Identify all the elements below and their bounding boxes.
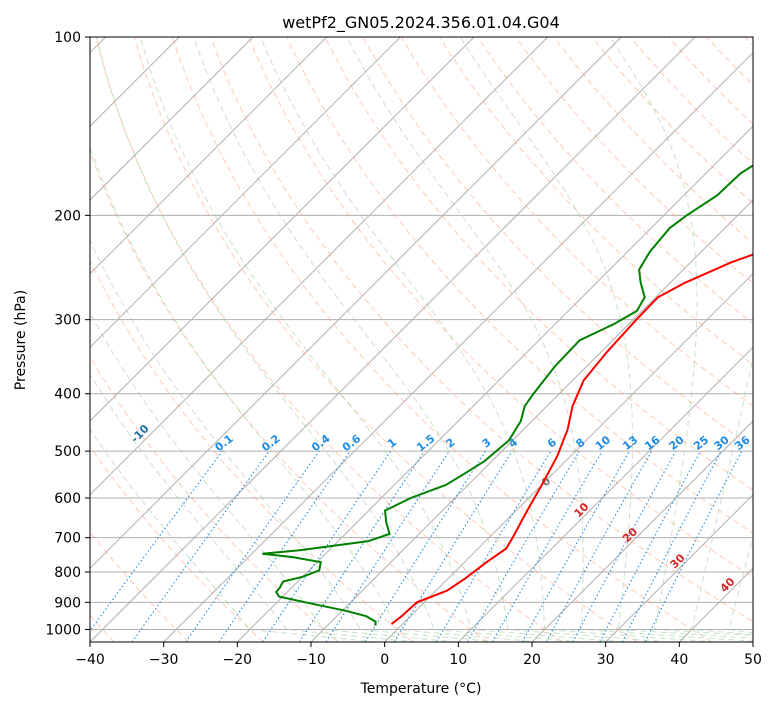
background-lines: [90, 37, 753, 642]
temperature-profile-line: [390, 253, 753, 625]
mixing-ratio-lines: [90, 450, 743, 642]
isotherm-line: [90, 37, 622, 570]
isotherm-line: [90, 37, 401, 349]
mixing-ratio-line: [545, 450, 653, 642]
x-tick-label: −30: [149, 652, 179, 668]
dry-adiabat-line: [324, 37, 753, 491]
moist-adiabat-line: [139, 37, 625, 642]
x-tick-label: 10: [449, 652, 467, 668]
isotherm-line: [605, 493, 753, 642]
isotherm-line: [384, 272, 753, 642]
y-tick-label: 200: [54, 208, 81, 224]
x-tick-label: 20: [523, 652, 541, 668]
moist-adiabat-line: [609, 37, 753, 637]
isotherm-line: [90, 37, 549, 496]
mixing-ratio-line: [262, 450, 392, 642]
isobar-lines: [90, 37, 753, 630]
isotherm-line: [236, 125, 753, 642]
x-tick-label: 0: [380, 652, 389, 668]
dry-adiabat-line: [95, 37, 563, 642]
dry-adiabat-line: [286, 37, 753, 534]
isotherm-line: [90, 37, 696, 642]
dry-adiabat-line: [248, 37, 753, 578]
mixing-ratio-line: [644, 450, 743, 642]
isotherm-line: [90, 37, 328, 275]
moist-adiabat-line: [90, 428, 377, 642]
y-tick-label: 300: [54, 313, 81, 329]
moist-adiabat-line: [90, 145, 540, 642]
y-axis-label: Pressure (hPa): [13, 290, 29, 390]
x-tick-label: 50: [744, 652, 762, 668]
mixing-ratio-line: [572, 450, 677, 642]
dry-adiabat-line: [171, 37, 712, 642]
mixing-ratio-line: [185, 450, 320, 642]
y-tick-label: 400: [54, 387, 81, 403]
mixing-ratio-line: [298, 450, 425, 642]
moist-adiabat-line: [691, 354, 753, 636]
dry-adiabat-line: [90, 445, 264, 642]
y-tick-label: 100: [54, 30, 81, 46]
y-tick-label: 600: [54, 491, 81, 507]
x-axis-label: Temperature (°C): [360, 681, 482, 697]
dry-adiabat-line: [515, 37, 753, 284]
isotherm-line: [90, 37, 254, 201]
moist-adiabat-line: [96, 37, 582, 642]
y-tick-label: 500: [54, 444, 81, 460]
moist-adiabat-line: [193, 37, 670, 642]
profiles: [262, 164, 753, 626]
mixing-ratio-line: [521, 450, 630, 642]
moist-adiabat-line: [260, 37, 716, 642]
x-tick-label: 30: [597, 652, 615, 668]
dry-adiabat-line: [90, 259, 414, 642]
y-axis-ticks: 100 200 300 400 500 600 700 800 900 1000: [45, 30, 90, 638]
mixing-ratio-line: [325, 450, 450, 642]
x-axis-ticks: −40 −30 −20 −10 0 10 20 30 40 50: [75, 642, 762, 668]
moist-adiabat-line: [90, 238, 499, 642]
x-tick-label: −10: [296, 652, 326, 668]
isotherm-line: [531, 420, 753, 642]
isotherm-line: [457, 346, 753, 642]
mixing-ratio-line: [131, 450, 270, 642]
y-tick-label: 700: [54, 531, 81, 547]
dry-adiabat-line: [133, 37, 638, 642]
isotherm-line: [90, 37, 475, 422]
chart-title: wetPf2_GN05.2024.356.01.04.G04: [282, 13, 560, 33]
moist-adiabat-line: [346, 37, 753, 642]
mixing-ratio-line: [218, 450, 351, 642]
dewpoint-profile-line: [262, 164, 753, 626]
x-tick-label: 40: [670, 652, 688, 668]
y-tick-label: 900: [54, 595, 81, 611]
y-tick-label: 800: [54, 565, 81, 581]
x-tick-label: −20: [223, 652, 253, 668]
x-tick-label: −40: [75, 652, 105, 668]
mixing-ratio-line: [393, 450, 513, 642]
moist-adiabat-line: [90, 373, 417, 642]
moist-adiabat-line: [90, 311, 458, 642]
plot-frame: [89, 36, 754, 643]
dry-adiabat-line: [210, 37, 753, 623]
mixing-ratio-line: [90, 450, 223, 632]
y-tick-label: 1000: [45, 622, 81, 638]
